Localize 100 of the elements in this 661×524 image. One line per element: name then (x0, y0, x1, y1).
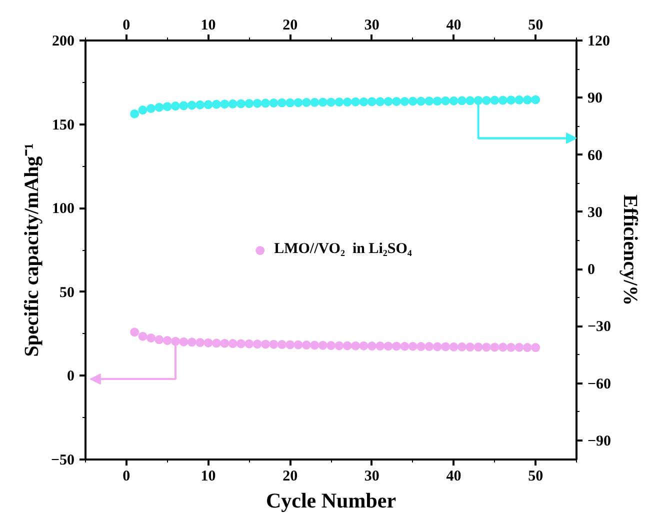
y2-tick-label: −60 (588, 376, 612, 392)
point (392, 342, 401, 351)
point (244, 99, 254, 108)
point (498, 342, 508, 352)
point (482, 342, 491, 352)
point (130, 109, 140, 118)
legend-label: LMO//VO₂ in Li₂SO₄ (274, 241, 412, 258)
x2-tick-label: 20 (282, 468, 298, 484)
point (432, 342, 442, 352)
point (302, 340, 311, 350)
point (187, 338, 196, 347)
point (171, 102, 180, 111)
point (162, 336, 172, 345)
x-tick-label: 10 (200, 18, 216, 34)
point (196, 100, 205, 110)
point (277, 98, 286, 108)
point (228, 339, 238, 348)
y-tick-label: 200 (52, 34, 74, 50)
point (424, 96, 434, 106)
point (310, 98, 320, 107)
point (457, 96, 466, 106)
point (351, 97, 360, 106)
x2-tick-label: 50 (528, 468, 544, 484)
point (146, 334, 156, 342)
point (196, 338, 205, 348)
point (318, 98, 328, 107)
x2-tick-label: 0 (122, 468, 130, 484)
point (514, 95, 524, 104)
point (310, 340, 320, 350)
x2-tick-label: 30 (364, 468, 380, 484)
point (212, 338, 221, 348)
point (376, 342, 385, 351)
point (474, 342, 483, 352)
point (261, 98, 270, 108)
point (286, 340, 295, 350)
point (384, 342, 393, 351)
point (482, 96, 491, 105)
point (384, 96, 393, 106)
point (228, 99, 238, 108)
point (400, 96, 410, 106)
point (449, 96, 458, 106)
point (326, 98, 336, 107)
point (342, 98, 352, 107)
point (466, 96, 475, 106)
y2-tick-label: 120 (588, 34, 610, 50)
point (498, 96, 508, 105)
point (130, 328, 140, 337)
x-tick-label: 0 (122, 18, 130, 34)
point (514, 342, 524, 352)
point (269, 98, 278, 108)
y-tick-label: 150 (52, 117, 74, 134)
point (400, 342, 410, 351)
x2-tick-label: 40 (446, 468, 462, 484)
point (441, 342, 450, 352)
point (432, 96, 442, 106)
y2-tick-label: 60 (588, 148, 602, 164)
point (359, 341, 368, 350)
point (252, 98, 262, 108)
point (441, 96, 450, 106)
y-tick-label: 50 (60, 284, 74, 301)
x-tick-label: 30 (364, 18, 380, 34)
y2-axis-title: Efficiency/% (619, 194, 642, 306)
point (416, 96, 426, 106)
point (359, 97, 368, 106)
point (187, 100, 196, 110)
y2-tick-label: −30 (588, 319, 612, 336)
point (531, 95, 540, 104)
point (179, 101, 188, 110)
point (277, 340, 286, 350)
x-tick-label: 40 (446, 18, 462, 34)
x-tick-label: 20 (282, 18, 298, 34)
y-tick-label: 100 (52, 201, 74, 218)
point (154, 335, 164, 344)
point (138, 332, 148, 341)
point (326, 341, 336, 350)
x-tick-label: 50 (528, 18, 544, 34)
point (220, 100, 230, 109)
point (138, 106, 148, 115)
point (424, 342, 434, 352)
point (162, 102, 172, 112)
point (367, 342, 376, 351)
point (334, 98, 344, 107)
point (294, 340, 303, 350)
x-axis-title: Cycle Number (266, 488, 396, 512)
point (294, 98, 303, 108)
point (490, 342, 500, 352)
point (269, 340, 278, 349)
point (212, 100, 221, 109)
point (351, 341, 360, 350)
y-tick-label: −50 (50, 452, 75, 468)
point (204, 338, 213, 348)
point (318, 340, 328, 350)
point (342, 341, 352, 350)
point (408, 96, 418, 106)
y2-tick-label: 30 (588, 204, 602, 221)
point (179, 337, 188, 346)
point (449, 342, 458, 352)
y-axis-title: Specific capacity/mAhg⁻¹ (20, 143, 43, 357)
point (367, 97, 376, 106)
point (490, 96, 500, 105)
